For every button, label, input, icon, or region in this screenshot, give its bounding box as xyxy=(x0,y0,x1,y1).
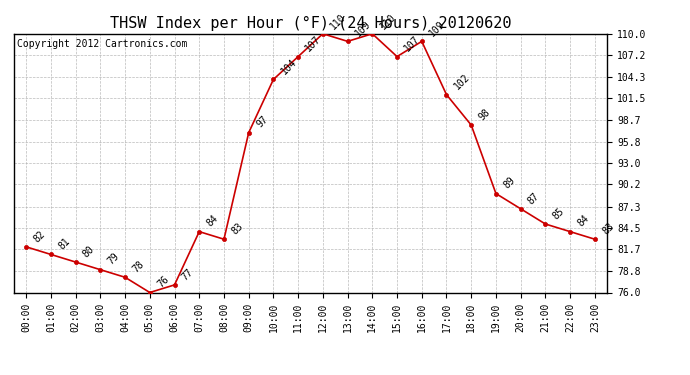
Text: 76: 76 xyxy=(155,274,170,290)
Text: 109: 109 xyxy=(427,19,447,39)
Text: 80: 80 xyxy=(81,244,97,259)
Text: 97: 97 xyxy=(254,114,270,130)
Text: 78: 78 xyxy=(130,259,146,274)
Text: 82: 82 xyxy=(32,229,47,244)
Text: 104: 104 xyxy=(279,57,299,76)
Text: 110: 110 xyxy=(378,12,397,31)
Text: 107: 107 xyxy=(304,34,323,54)
Text: 84: 84 xyxy=(205,213,220,229)
Text: 107: 107 xyxy=(402,34,422,54)
Text: 83: 83 xyxy=(230,221,245,237)
Text: 77: 77 xyxy=(180,267,195,282)
Text: 84: 84 xyxy=(575,213,591,229)
Text: 102: 102 xyxy=(452,72,471,92)
Text: 87: 87 xyxy=(526,190,542,206)
Text: 98: 98 xyxy=(477,107,492,122)
Text: 81: 81 xyxy=(57,236,72,252)
Text: 109: 109 xyxy=(353,19,373,39)
Text: 83: 83 xyxy=(600,221,615,237)
Text: 110: 110 xyxy=(328,12,348,31)
Title: THSW Index per Hour (°F) (24 Hours) 20120620: THSW Index per Hour (°F) (24 Hours) 2012… xyxy=(110,16,511,31)
Text: 79: 79 xyxy=(106,252,121,267)
Text: 85: 85 xyxy=(551,206,566,221)
Text: 89: 89 xyxy=(502,176,517,191)
Text: Copyright 2012 Cartronics.com: Copyright 2012 Cartronics.com xyxy=(17,39,187,49)
